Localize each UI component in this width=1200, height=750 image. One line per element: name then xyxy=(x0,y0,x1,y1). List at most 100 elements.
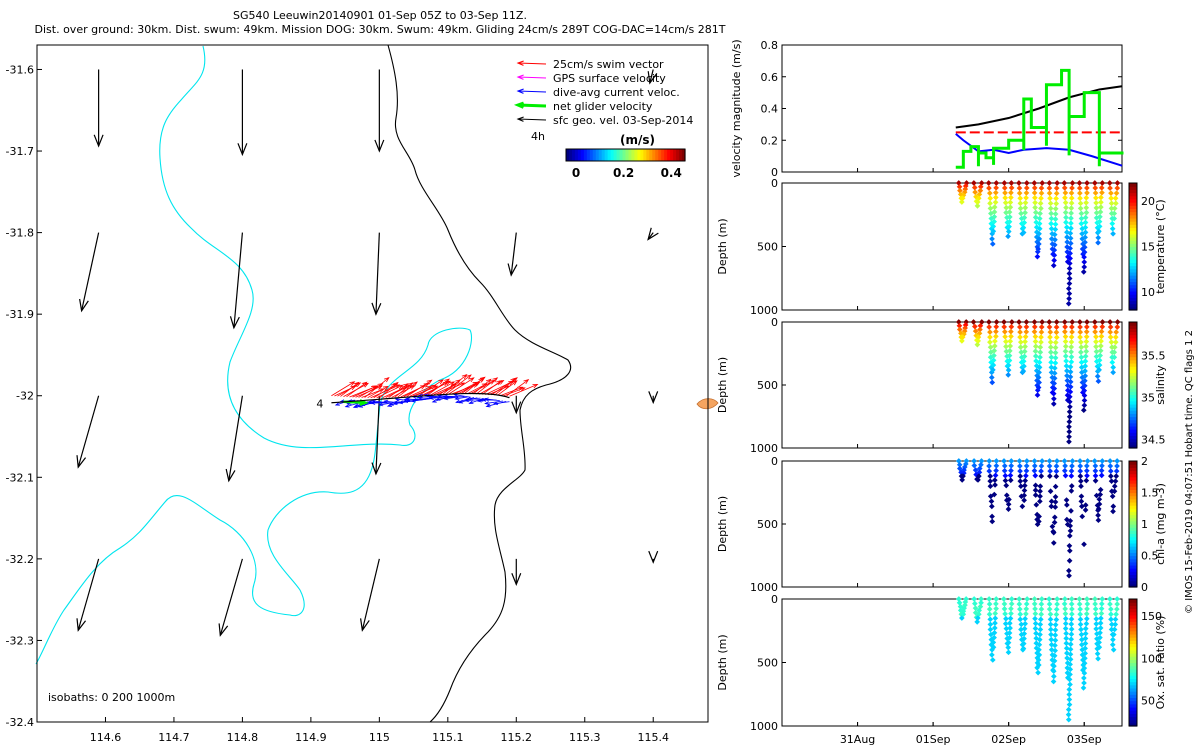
oxygen-point xyxy=(1107,601,1113,607)
chl-a-point xyxy=(1077,473,1084,479)
velocity-ytick-label: 0.8 xyxy=(761,39,779,52)
salinity-cbar-cell xyxy=(1129,362,1137,367)
swim-vector-shaft xyxy=(509,384,538,397)
chl-a-point xyxy=(971,462,978,469)
chl-a-point xyxy=(989,513,995,520)
chl-a-cbar-cell xyxy=(1129,583,1137,588)
oxygen-point xyxy=(1068,601,1075,607)
velocity-series xyxy=(955,85,1123,129)
oxygen-point xyxy=(1094,650,1101,657)
temperature-point xyxy=(1096,228,1102,235)
chl-a-point xyxy=(1097,486,1104,493)
salinity-cbar-cell xyxy=(1129,378,1137,383)
salinity-point xyxy=(1036,364,1043,371)
temperature-cbar-cell xyxy=(1129,252,1137,257)
oxygen-point xyxy=(974,615,981,621)
salinity-point xyxy=(991,352,997,359)
temperature-cbar-tick: 15 xyxy=(1141,241,1155,254)
dac-vector-head xyxy=(458,399,464,404)
salinity-point xyxy=(1017,329,1023,335)
salinity-cbar-cell xyxy=(1129,435,1137,440)
swim-vector-shaft xyxy=(497,380,518,396)
salinity-point xyxy=(990,367,996,373)
temperature-point xyxy=(1093,210,1100,216)
oxygen-point xyxy=(1035,657,1042,663)
oxygen-point xyxy=(991,625,998,631)
temperature-point xyxy=(1051,252,1058,259)
oxygen-point xyxy=(1051,673,1057,680)
swim-vector-shaft xyxy=(397,381,418,398)
oxygen-point xyxy=(1107,596,1113,602)
dac-vector-head xyxy=(485,403,491,408)
swim-vector-shaft xyxy=(454,381,478,395)
dac-vector xyxy=(493,401,510,406)
chl-a-point xyxy=(1067,518,1074,524)
temperature-cbar-cell xyxy=(1129,290,1137,295)
chl-a-cbar-cell xyxy=(1129,498,1137,503)
temperature-point xyxy=(1053,185,1060,191)
chl-a-point xyxy=(992,477,998,483)
chl-a-point xyxy=(1032,482,1039,489)
salinity-point xyxy=(1098,328,1105,335)
geo-vector-shaft xyxy=(375,395,380,474)
velocity-ytick-label: 0.4 xyxy=(761,103,779,116)
colorbar-cell xyxy=(598,149,603,161)
oxygen-point xyxy=(1082,650,1088,657)
colorbar-cell xyxy=(610,149,615,161)
salinity-point xyxy=(1066,398,1073,405)
salinity-point xyxy=(1008,328,1014,335)
oxygen-cbar-cell xyxy=(1129,652,1137,657)
swim-vector-head xyxy=(444,378,450,384)
temperature-ytick-label: 0 xyxy=(771,177,778,190)
geo-vector xyxy=(647,69,658,85)
oxygen-cbar-cell xyxy=(1129,627,1137,632)
dac-vector xyxy=(454,396,468,401)
temperature-cbar-cell xyxy=(1129,294,1137,298)
swim-vector-head xyxy=(479,376,486,382)
oxygen-point xyxy=(992,620,998,626)
salinity-point xyxy=(975,338,981,344)
salinity-cbar-label: salinity xyxy=(1154,365,1167,405)
velocity-ytick-label: 0 xyxy=(771,166,778,179)
oxygen-point xyxy=(1021,630,1028,637)
swim-vector-head xyxy=(350,385,357,391)
temperature-point xyxy=(1005,228,1012,235)
salinity-point xyxy=(1017,339,1024,345)
map-xtick-label: 115.3 xyxy=(569,731,601,744)
oxygen-point xyxy=(1037,631,1043,638)
salinity-point xyxy=(986,324,992,330)
oxygen-point xyxy=(1046,596,1052,602)
temperature-point xyxy=(1068,200,1075,206)
chl-a-points xyxy=(955,458,1120,579)
salinity-point xyxy=(1046,324,1053,330)
swim-vector xyxy=(418,379,444,396)
swim-vector-shaft xyxy=(331,381,355,397)
oxygen-point xyxy=(956,599,963,606)
salinity-point xyxy=(1047,344,1054,351)
swim-vector-shaft xyxy=(346,381,367,398)
oxygen-ylabel: Depth (m) xyxy=(716,634,729,690)
salinity-point xyxy=(1108,339,1115,345)
dac-vector-head xyxy=(484,401,490,405)
colorbar-cell xyxy=(571,149,576,161)
temperature-cbar-cell xyxy=(1129,240,1137,244)
salinity-point xyxy=(987,339,993,345)
temperature-cbar-cell xyxy=(1129,287,1137,292)
velocity-ytick-label: 0.2 xyxy=(761,134,779,147)
temperature-point xyxy=(1052,226,1059,233)
salinity-point xyxy=(1037,354,1043,361)
oxygen-point xyxy=(1092,611,1099,617)
oxygen-point xyxy=(1099,596,1106,602)
geo-vector-head xyxy=(511,401,522,415)
salinity-point xyxy=(1005,367,1012,373)
colorbar-cell xyxy=(604,149,609,161)
chl-a-point xyxy=(1036,513,1042,520)
salinity-point xyxy=(1052,360,1059,366)
oxygen-points xyxy=(956,596,1121,723)
legend-arrow-shaft xyxy=(517,103,547,108)
temperature-point xyxy=(1078,210,1085,217)
oxygen-point xyxy=(1067,641,1074,648)
chl-a-point xyxy=(1091,458,1098,464)
oxygen-point xyxy=(1051,663,1057,669)
dac-vector-shaft xyxy=(456,397,475,403)
